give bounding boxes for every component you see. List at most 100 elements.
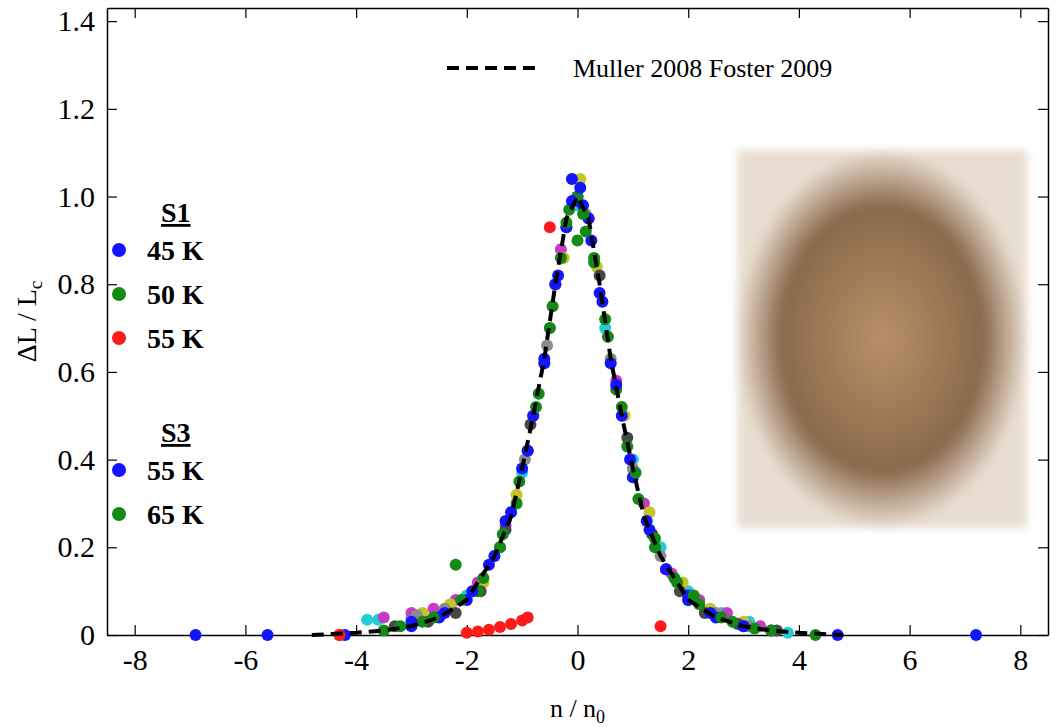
- legend-label: 50 K: [147, 279, 204, 310]
- tick-label: 0.2: [58, 530, 96, 563]
- tick-mark: [1038, 109, 1048, 110]
- tick-label: 0: [80, 618, 95, 651]
- inset-image: [737, 150, 1027, 528]
- legend-label: 55 K: [147, 455, 204, 486]
- y-right-tick: [1038, 284, 1048, 285]
- x-axis: -8 -6 -4 -2 0 2 4 6 8: [108, 625, 1049, 676]
- point-group: [389, 195, 783, 637]
- legend-swatch: [112, 287, 126, 301]
- tick-mark: [467, 8, 468, 18]
- point: [574, 182, 586, 194]
- y-tick: 0.6: [58, 355, 118, 388]
- y-right-tick: [1038, 635, 1048, 636]
- point-group: [361, 199, 794, 639]
- legend: S145 K50 K55 KS355 K65 KMuller 2008 Fost…: [112, 54, 832, 530]
- x-tick: -6: [233, 625, 258, 676]
- tick-mark: [135, 625, 136, 635]
- tick-label: 0.4: [58, 443, 96, 476]
- x-tick: 8: [1013, 625, 1028, 676]
- y-tick: 0.4: [58, 443, 118, 476]
- y-axis-right: [1038, 9, 1049, 636]
- tick-mark: [1038, 635, 1048, 636]
- x-top-tick: [1020, 8, 1021, 18]
- point: [378, 611, 390, 623]
- point: [450, 559, 462, 571]
- legend-label: 65 K: [147, 499, 204, 530]
- legend-group-title: S1: [161, 197, 191, 228]
- y-tick: 0.2: [58, 530, 118, 563]
- tick-mark: [799, 8, 800, 18]
- tick-mark: [107, 372, 117, 373]
- tick-label: -8: [123, 643, 148, 676]
- axis-title-text: ΔL / L: [11, 289, 42, 362]
- x-top-tick: [356, 8, 357, 18]
- tick-mark: [356, 8, 357, 18]
- axis-line: [107, 9, 109, 636]
- legend-swatch: [447, 66, 537, 70]
- y-axis: 0 0.2 0.4 0.6 0.8 1.0 1.2 1.4: [58, 4, 118, 651]
- tick-mark: [1038, 284, 1048, 285]
- tick-mark: [135, 8, 136, 18]
- x-tick: -8: [123, 625, 148, 676]
- point-group: [333, 221, 666, 641]
- y-tick: 0.8: [58, 267, 118, 300]
- tick-mark: [1038, 21, 1048, 22]
- point: [461, 627, 473, 639]
- y-tick: 0: [80, 618, 117, 651]
- tick-label: 2: [681, 643, 696, 676]
- line: [312, 197, 843, 635]
- legend-swatch: [112, 331, 126, 345]
- tick-mark: [910, 8, 911, 18]
- legend-label: 55 K: [147, 323, 204, 354]
- tick-mark: [107, 460, 117, 461]
- y-right-tick: [1038, 21, 1048, 22]
- point-group: [190, 173, 982, 641]
- tick-mark: [245, 625, 246, 635]
- tick-label: 1.0: [58, 180, 96, 213]
- point-group: [411, 208, 755, 632]
- point-group: [378, 212, 766, 632]
- tick-label: -4: [344, 643, 369, 676]
- x-axis-top: [108, 8, 1049, 18]
- tick-label: -2: [455, 643, 480, 676]
- tick-mark: [1038, 460, 1048, 461]
- axis-title-text: n / n: [550, 694, 596, 723]
- legend-swatch: [112, 243, 126, 257]
- legend-swatch: [112, 507, 126, 521]
- tick-mark: [577, 8, 578, 18]
- tick-label: 1.2: [58, 92, 96, 125]
- y-axis-title: ΔL / Lc: [11, 281, 46, 362]
- tick-label: 4: [792, 643, 807, 676]
- tick-mark: [688, 625, 689, 635]
- x-top-tick: [910, 8, 911, 18]
- tick-label: -6: [233, 643, 258, 676]
- point-group: [405, 182, 749, 632]
- point: [262, 629, 274, 641]
- y-right-tick: [1038, 372, 1048, 373]
- tick-mark: [107, 284, 117, 285]
- x-tick: 2: [681, 625, 696, 676]
- legend-label: Muller 2008 Foster 2009: [573, 54, 832, 83]
- y-right-tick: [1038, 197, 1048, 198]
- point: [190, 629, 202, 641]
- point: [494, 621, 506, 633]
- tick-label: 0.8: [58, 267, 96, 300]
- axis-line: [1048, 9, 1050, 636]
- point: [544, 221, 556, 233]
- point-group: [417, 173, 750, 628]
- point: [483, 624, 495, 636]
- tick-mark: [1038, 372, 1048, 373]
- y-right-tick: [1038, 109, 1048, 110]
- x-top-tick: [135, 8, 136, 18]
- y-right-tick: [1038, 460, 1048, 461]
- x-top-tick: [467, 8, 468, 18]
- legend-swatch: [112, 463, 126, 477]
- y-right-tick: [1038, 547, 1048, 548]
- legend-group-title: S3: [161, 417, 191, 448]
- point-group: [394, 208, 760, 634]
- plot: -8-6-4-20246800.20.40.60.81.01.21.4S145 …: [58, 4, 1049, 676]
- x-tick: 6: [903, 625, 918, 676]
- tick-label: 1.4: [58, 4, 96, 37]
- tick-mark: [688, 8, 689, 18]
- tick-label: 0: [571, 643, 586, 676]
